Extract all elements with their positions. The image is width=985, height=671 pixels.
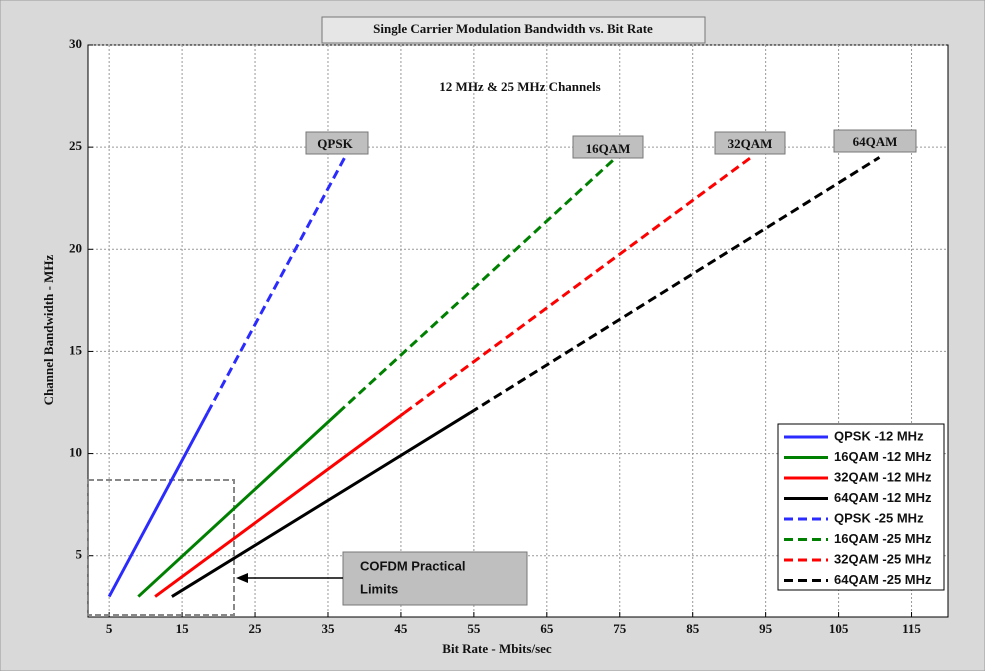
- x-tick-label: 85: [686, 621, 700, 636]
- annotation: 64QAM: [853, 134, 898, 149]
- legend-box: [777, 423, 945, 591]
- label-box: [833, 129, 917, 153]
- label-box: [572, 135, 644, 159]
- y-axis-label: Channel Bandwidth - MHz: [41, 254, 56, 405]
- series-line: [206, 156, 347, 414]
- label-box: [714, 131, 786, 155]
- x-tick-label: 95: [759, 621, 773, 636]
- legend-label: 16QAM -25 MHz: [834, 531, 932, 546]
- y-tick-label: 10: [69, 445, 82, 460]
- y-tick-label: 5: [76, 547, 83, 562]
- legend-label: 16QAM -12 MHz: [834, 449, 932, 464]
- x-tick-label: 25: [249, 621, 263, 636]
- annotation: 32QAM: [728, 136, 773, 151]
- title-box: [321, 16, 706, 44]
- label-box: [305, 131, 369, 155]
- annotation: 16QAM: [586, 141, 631, 156]
- series-line: [337, 156, 618, 414]
- y-tick-label: 30: [69, 36, 82, 51]
- y-tick-label: 15: [69, 342, 83, 357]
- x-tick-label: 115: [902, 621, 921, 636]
- legend-label: QPSK -12 MHz: [834, 428, 924, 443]
- legend-label: 64QAM -25 MHz: [834, 572, 932, 587]
- legend-label: 32QAM -25 MHz: [834, 551, 932, 566]
- x-tick-label: 65: [540, 621, 554, 636]
- x-axis-label: Bit Rate - Mbits/sec: [442, 641, 552, 656]
- x-tick-label: 75: [613, 621, 627, 636]
- legend-label: 64QAM -12 MHz: [834, 490, 932, 505]
- series-line: [107, 412, 209, 598]
- legend-label: 32QAM -12 MHz: [834, 469, 932, 484]
- x-tick-label: 15: [176, 621, 190, 636]
- x-tick-label: 5: [106, 621, 113, 636]
- legend-label: QPSK -25 MHz: [834, 510, 924, 525]
- series-line: [137, 411, 340, 598]
- annotation: QPSK: [317, 136, 353, 151]
- x-tick-label: 45: [394, 621, 408, 636]
- series-line: [171, 411, 472, 598]
- annotation: Limits: [360, 581, 398, 596]
- y-tick-label: 20: [69, 240, 82, 255]
- x-tick-label: 105: [829, 621, 849, 636]
- annotation-box: [342, 551, 528, 606]
- series-line: [403, 156, 752, 414]
- x-tick-label: 35: [321, 621, 335, 636]
- chart-title: Single Carrier Modulation Bandwidth vs. …: [373, 21, 653, 36]
- series-line: [154, 411, 406, 598]
- y-tick-label: 25: [69, 138, 83, 153]
- x-tick-label: 55: [467, 621, 481, 636]
- limit-region: [87, 479, 235, 616]
- annotation: 12 MHz & 25 MHz Channels: [439, 79, 600, 94]
- annotation: COFDM Practical: [360, 558, 465, 573]
- series-line: [469, 156, 881, 414]
- arrow-head: [236, 573, 248, 583]
